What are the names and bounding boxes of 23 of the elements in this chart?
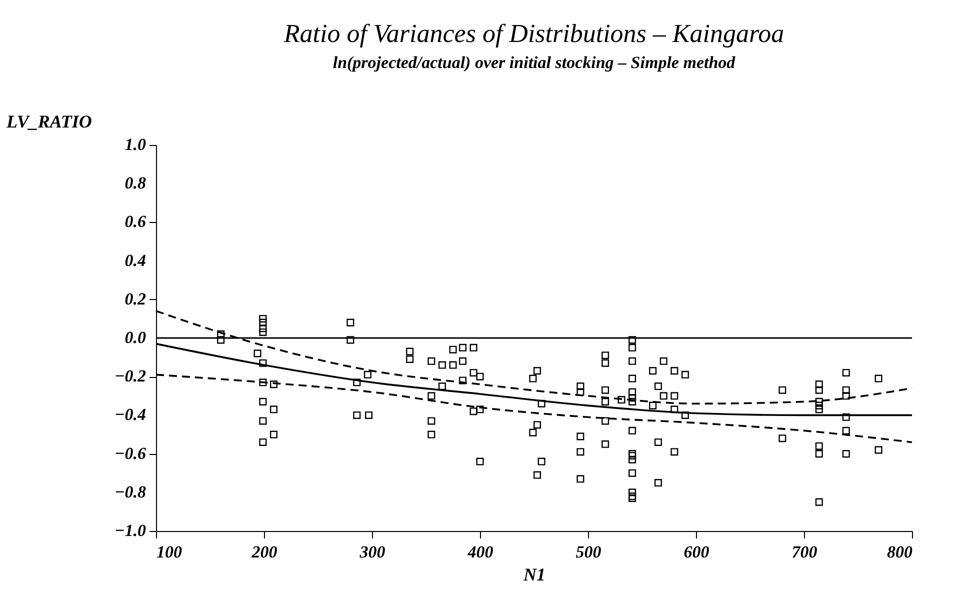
- x-tick-label: 600: [684, 542, 710, 562]
- x-tick-label: 100: [156, 542, 182, 562]
- x-tick-label: 500: [576, 542, 602, 562]
- y-tick-label: −0.8: [114, 482, 146, 502]
- y-tick-label: −0.6: [114, 444, 146, 463]
- y-tick-label: −1.0: [114, 521, 146, 540]
- x-tick-label: 200: [250, 542, 278, 562]
- y-tick-label: −0.2: [114, 366, 146, 386]
- y-tick-label: 0.8: [124, 174, 146, 193]
- x-tick-label: 300: [358, 542, 386, 562]
- y-tick-label: −0.4: [114, 405, 146, 424]
- y-axis-title: LV_RATIO: [6, 112, 92, 132]
- y-tick-label: 0.0: [124, 328, 146, 347]
- y-tick-label: 1.0: [124, 135, 146, 154]
- y-tick-label: 0.4: [124, 250, 146, 270]
- chart-subtitle: ln(projected/actual) over initial stocking – Simple method: [332, 53, 736, 72]
- chart-title: Ratio of Variances of Distributions – Kaingaroa: [282, 19, 784, 48]
- y-tick-label: 0.2: [124, 289, 146, 308]
- x-axis-title: N1: [522, 564, 546, 584]
- x-tick-label: 400: [466, 542, 494, 562]
- y-tick-label: 0.6: [124, 212, 146, 232]
- x-tick-label: 800: [887, 542, 913, 562]
- x-tick-label: 700: [792, 542, 818, 562]
